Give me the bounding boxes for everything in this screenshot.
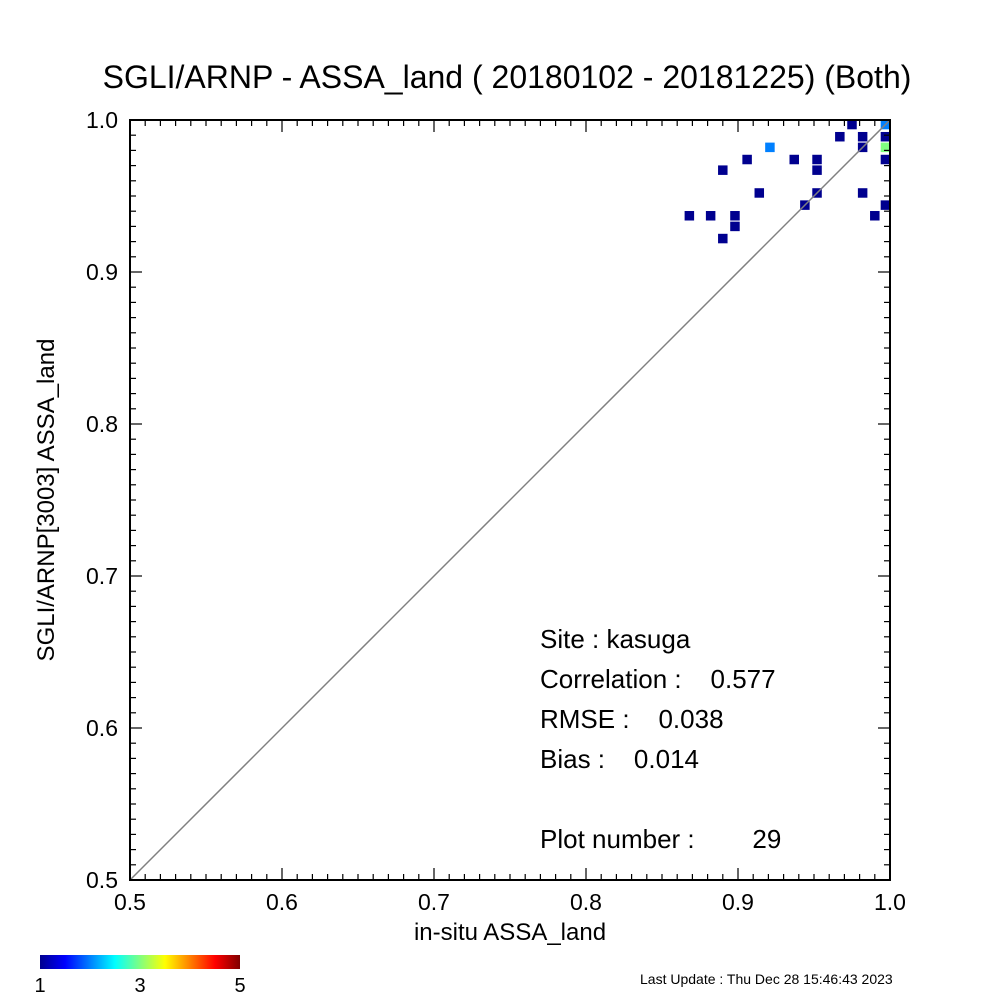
heatmap-cell-4 bbox=[730, 211, 740, 221]
x-tick-label: 1.0 bbox=[874, 889, 906, 915]
heatmap-cell-11 bbox=[812, 154, 822, 165]
x-axis-label: in-situ ASSA_land bbox=[414, 919, 606, 946]
heatmap-cell-8 bbox=[765, 142, 775, 153]
last-update: Last Update : Thu Dec 28 15:46:43 2023 bbox=[640, 971, 893, 987]
heatmap-cell-18 bbox=[857, 188, 868, 198]
heatmap-cell-9 bbox=[789, 154, 799, 165]
stat-plot-number: Plot number : 29 bbox=[540, 824, 781, 854]
y-tick-label: 1.0 bbox=[86, 107, 118, 133]
heatmap-cell-16 bbox=[857, 131, 868, 142]
chart-title: SGLI/ARNP - ASSA_land ( 20180102 - 20181… bbox=[103, 59, 912, 95]
stat-bias: Bias : 0.014 bbox=[540, 744, 699, 774]
heatmap-cell-7 bbox=[754, 188, 765, 198]
heatmap-cell-24 bbox=[880, 200, 890, 210]
one-to-one-line bbox=[129, 119, 891, 881]
y-tick-label: 0.9 bbox=[86, 259, 118, 285]
x-tick-label: 0.8 bbox=[570, 889, 602, 915]
heatmap-cell-14 bbox=[835, 131, 845, 142]
heatmap-cell-19 bbox=[870, 211, 880, 221]
heatmap-cell-15 bbox=[847, 120, 857, 130]
y-tick-label: 0.8 bbox=[86, 411, 118, 437]
heatmap-cell-0 bbox=[684, 211, 695, 221]
heatmap-cell-1 bbox=[705, 211, 716, 221]
heatmap-cell-23 bbox=[880, 154, 890, 165]
x-tick-label: 0.5 bbox=[114, 889, 146, 915]
colorbar-tick-label: 5 bbox=[234, 975, 245, 997]
heatmap-cell-22 bbox=[880, 142, 890, 153]
heatmap-cell-5 bbox=[730, 221, 740, 232]
heatmap-cell-12 bbox=[812, 165, 822, 175]
stat-site: Site : kasuga bbox=[540, 624, 691, 654]
colorbar bbox=[40, 955, 240, 969]
heatmap-cell-21 bbox=[880, 131, 890, 142]
heatmap-cell-6 bbox=[742, 154, 752, 165]
x-tick-label: 0.7 bbox=[418, 889, 450, 915]
colorbar-tick-label: 1 bbox=[34, 975, 45, 997]
stats-box: Site : kasuga Correlation : 0.577 RMSE :… bbox=[540, 624, 781, 854]
heatmap-cells bbox=[684, 120, 890, 244]
axis-tick-labels: 0.5 0.6 0.7 0.8 0.9 1.0 0.5 0.6 0.7 0.8 0.9 1.0 bbox=[86, 107, 906, 915]
colorbar-labels: 1 3 5 bbox=[34, 975, 245, 997]
heatmap-cell-3 bbox=[718, 165, 728, 175]
x-tick-label: 0.6 bbox=[266, 889, 298, 915]
y-tick-label: 0.6 bbox=[86, 715, 118, 741]
y-tick-label: 0.5 bbox=[86, 867, 118, 893]
y-axis-label: SGLI/ARNP[3003] ASSA_land bbox=[33, 339, 60, 662]
colorbar-tick-label: 3 bbox=[134, 975, 145, 997]
axis-ticks bbox=[129, 119, 891, 881]
stat-correlation: Correlation : 0.577 bbox=[540, 664, 776, 694]
heatmap-cell-2 bbox=[718, 233, 728, 244]
y-tick-label: 0.7 bbox=[86, 563, 118, 589]
stat-rmse: RMSE : 0.038 bbox=[540, 704, 724, 734]
x-tick-label: 0.9 bbox=[722, 889, 754, 915]
